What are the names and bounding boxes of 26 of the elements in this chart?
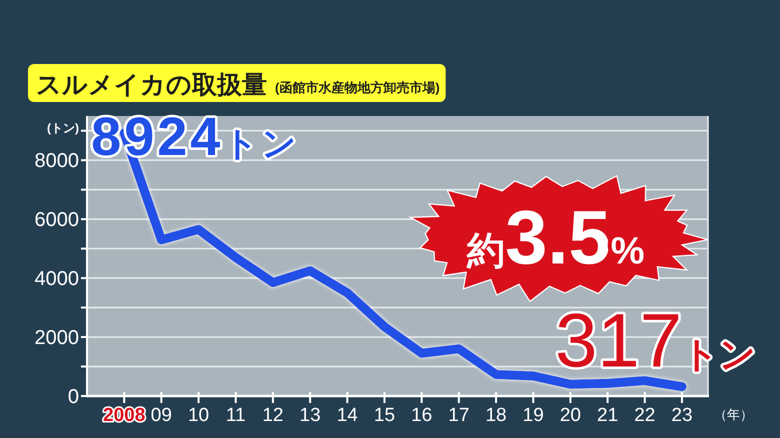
chart-subtitle: (函館市水産物地方卸売市場)	[275, 80, 440, 95]
y-tick-label: 4000	[34, 268, 79, 290]
y-tick-label: 2000	[34, 327, 79, 350]
chart-title: スルメイカの取扱量	[36, 71, 267, 99]
x-tick-label: 18	[485, 405, 507, 426]
x-tick-label: 12	[262, 405, 284, 426]
x-tick-label: 15	[374, 405, 396, 426]
x-tick-label: 19	[522, 405, 544, 426]
x-tick-label: 16	[411, 405, 432, 426]
annotation: 約3.5%	[466, 195, 645, 280]
x-tick-label: 21	[597, 405, 618, 426]
x-tick-label: 14	[336, 405, 358, 426]
y-tick-label: 8000	[34, 150, 79, 172]
x-tick-label: 13	[300, 405, 321, 426]
x-tick-label: 10	[188, 405, 210, 426]
x-tick-label: 17	[448, 405, 470, 426]
y-axis-title: (トン)	[47, 121, 79, 135]
x-tick-label: 2008	[103, 405, 146, 426]
x-tick-label: 22	[634, 405, 656, 426]
x-tick-label: 23	[671, 405, 693, 426]
y-tick-label: 6000	[34, 209, 79, 232]
x-axis-title: （年）	[714, 407, 753, 422]
y-tick-label: 0	[68, 386, 79, 408]
x-tick-label: 11	[226, 405, 246, 426]
x-tick-label: 09	[150, 405, 172, 426]
x-tick-label: 20	[560, 405, 581, 426]
